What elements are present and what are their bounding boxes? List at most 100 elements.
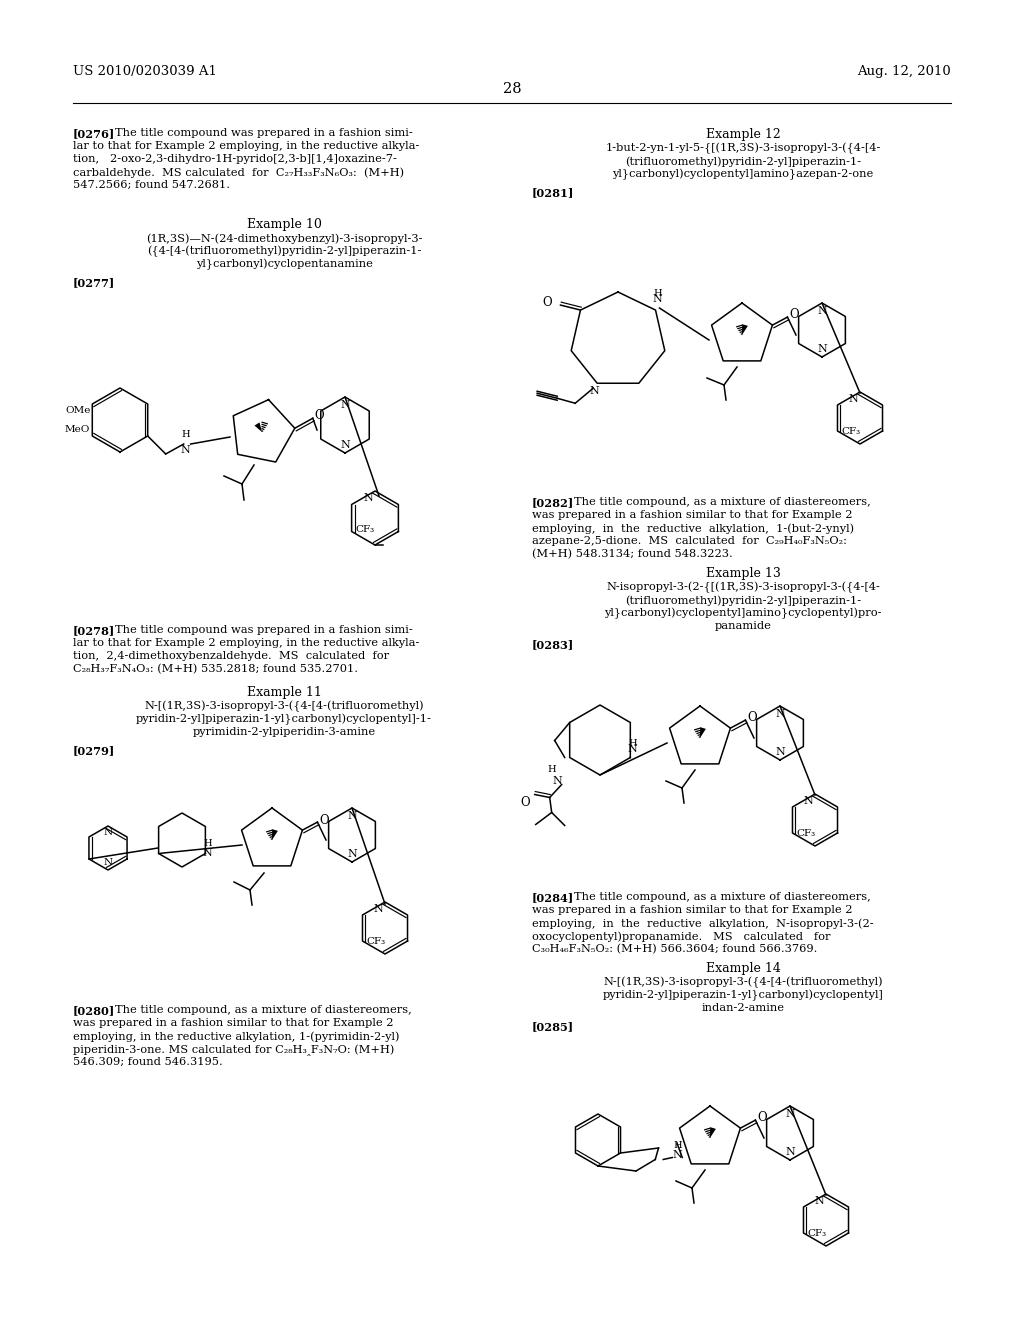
Text: [0280]: [0280]	[73, 1005, 116, 1016]
Polygon shape	[742, 325, 748, 335]
Text: was prepared in a fashion similar to that for Example 2: was prepared in a fashion similar to tha…	[532, 906, 853, 915]
Text: [0277]: [0277]	[73, 277, 116, 288]
Text: O: O	[748, 710, 757, 723]
Text: The title compound was prepared in a fashion simi-: The title compound was prepared in a fas…	[115, 624, 413, 635]
Text: [0283]: [0283]	[532, 639, 574, 649]
Text: OMe: OMe	[65, 407, 90, 414]
Text: pyridin-2-yl]piperazin-1-yl}carbonyl)cyclopentyl]-1-: pyridin-2-yl]piperazin-1-yl}carbonyl)cyc…	[136, 714, 432, 726]
Text: azepane-2,5-dione.  MS  calculated  for  C₂₉H₄₀F₃N₅O₂:: azepane-2,5-dione. MS calculated for C₂₉…	[532, 536, 847, 546]
Text: (1R,3S)—N-(24-dimethoxybenzyl)-3-isopropyl-3-: (1R,3S)—N-(24-dimethoxybenzyl)-3-isoprop…	[145, 234, 422, 244]
Text: lar to that for Example 2 employing, in the reductive alkyla-: lar to that for Example 2 employing, in …	[73, 141, 420, 150]
Text: The title compound, as a mixture of diastereomers,: The title compound, as a mixture of dias…	[115, 1005, 412, 1015]
Text: C₃₀H₄₆F₃N₅O₂: (M+H) 566.3604; found 566.3769.: C₃₀H₄₆F₃N₅O₂: (M+H) 566.3604; found 566.…	[532, 944, 817, 954]
Text: CF₃: CF₃	[808, 1229, 826, 1238]
Text: Example 11: Example 11	[247, 686, 322, 700]
Text: O: O	[520, 796, 529, 809]
Polygon shape	[254, 422, 262, 432]
Text: N: N	[814, 1196, 824, 1206]
Text: oxocyclopentyl)propanamide.   MS   calculated   for: oxocyclopentyl)propanamide. MS calculate…	[532, 931, 830, 941]
Text: H: H	[181, 430, 190, 440]
Text: 1-but-2-yn-1-yl-5-{[(1R,3S)-3-isopropyl-3-({4-[4-: 1-but-2-yn-1-yl-5-{[(1R,3S)-3-isopropyl-…	[605, 143, 881, 154]
Text: O: O	[758, 1110, 767, 1123]
Text: ({4-[4-(trifluoromethyl)pyridin-2-yl]piperazin-1-: ({4-[4-(trifluoromethyl)pyridin-2-yl]pip…	[146, 246, 421, 257]
Text: was prepared in a fashion similar to that for Example 2: was prepared in a fashion similar to tha…	[73, 1018, 393, 1028]
Text: H: H	[628, 738, 637, 747]
Text: tion,   2-oxo-2,3-dihydro-1H-pyrido[2,3-b][1,4]oxazine-7-: tion, 2-oxo-2,3-dihydro-1H-pyrido[2,3-b]…	[73, 154, 397, 164]
Text: Aug. 12, 2010: Aug. 12, 2010	[857, 65, 951, 78]
Text: Example 14: Example 14	[706, 962, 780, 975]
Text: The title compound, as a mixture of diastereomers,: The title compound, as a mixture of dias…	[574, 892, 870, 902]
Text: N: N	[652, 294, 663, 304]
Text: [0279]: [0279]	[73, 744, 116, 756]
Text: 546.309; found 546.3195.: 546.309; found 546.3195.	[73, 1057, 223, 1067]
Text: employing,  in  the  reductive  alkylation,  N-isopropyl-3-(2-: employing, in the reductive alkylation, …	[532, 917, 873, 928]
Text: was prepared in a fashion similar to that for Example 2: was prepared in a fashion similar to tha…	[532, 510, 853, 520]
Text: N: N	[103, 858, 113, 867]
Text: N-[(1R,3S)-3-isopropyl-3-({4-[4-(trifluoromethyl): N-[(1R,3S)-3-isopropyl-3-({4-[4-(trifluo…	[144, 701, 424, 713]
Text: US 2010/0203039 A1: US 2010/0203039 A1	[73, 65, 217, 78]
Text: N: N	[803, 796, 813, 807]
Text: N-isopropyl-3-(2-{[(1R,3S)-3-isopropyl-3-({4-[4-: N-isopropyl-3-(2-{[(1R,3S)-3-isopropyl-3…	[606, 582, 880, 594]
Text: [0281]: [0281]	[532, 187, 574, 198]
Text: N: N	[364, 492, 373, 503]
Text: employing,  in  the  reductive  alkylation,  1-(but-2-ynyl): employing, in the reductive alkylation, …	[532, 523, 854, 533]
Text: N: N	[347, 849, 357, 859]
Text: The title compound, as a mixture of diastereomers,: The title compound, as a mixture of dias…	[574, 498, 870, 507]
Text: yl}carbonyl)cyclopentanamine: yl}carbonyl)cyclopentanamine	[196, 259, 373, 271]
Text: lar to that for Example 2 employing, in the reductive alkyla-: lar to that for Example 2 employing, in …	[73, 638, 420, 648]
Text: CF₃: CF₃	[355, 525, 375, 535]
Text: O: O	[543, 296, 553, 309]
Text: N: N	[340, 400, 350, 411]
Text: O: O	[790, 308, 799, 321]
Text: N: N	[181, 445, 190, 455]
Text: O: O	[314, 409, 325, 422]
Text: N: N	[374, 904, 383, 913]
Text: Example 13: Example 13	[706, 568, 780, 579]
Text: N: N	[785, 1109, 795, 1119]
Text: indan-2-amine: indan-2-amine	[701, 1003, 784, 1012]
Text: yl}carbonyl)cyclopentyl]amino}azepan-2-one: yl}carbonyl)cyclopentyl]amino}azepan-2-o…	[612, 169, 873, 181]
Text: N-[(1R,3S)-3-isopropyl-3-({4-[4-(trifluoromethyl): N-[(1R,3S)-3-isopropyl-3-({4-[4-(trifluo…	[603, 977, 883, 989]
Text: CF₃: CF₃	[367, 936, 386, 945]
Text: [0284]: [0284]	[532, 892, 574, 903]
Text: N: N	[347, 810, 357, 821]
Text: N: N	[785, 1147, 795, 1158]
Text: CF₃: CF₃	[797, 829, 815, 837]
Text: N: N	[589, 387, 599, 396]
Text: N: N	[628, 744, 637, 755]
Text: yl}carbonyl)cyclopentyl]amino}cyclopentyl)pro-: yl}carbonyl)cyclopentyl]amino}cyclopenty…	[604, 609, 882, 619]
Text: The title compound was prepared in a fashion simi-: The title compound was prepared in a fas…	[115, 128, 413, 139]
Text: pyridin-2-yl]piperazin-1-yl}carbonyl)cyclopentyl]: pyridin-2-yl]piperazin-1-yl}carbonyl)cyc…	[602, 990, 884, 1002]
Text: N: N	[673, 1151, 682, 1160]
Text: [0278]: [0278]	[73, 624, 116, 636]
Text: N: N	[817, 345, 826, 354]
Text: CF₃: CF₃	[842, 426, 860, 436]
Text: 547.2566; found 547.2681.: 547.2566; found 547.2681.	[73, 180, 230, 190]
Text: H: H	[653, 289, 662, 298]
Text: employing, in the reductive alkylation, 1-(pyrimidin-2-yl): employing, in the reductive alkylation, …	[73, 1031, 399, 1041]
Text: [0285]: [0285]	[532, 1020, 574, 1032]
Text: N: N	[775, 747, 784, 756]
Text: 28: 28	[503, 82, 521, 96]
Text: (trifluoromethyl)pyridin-2-yl]piperazin-1-: (trifluoromethyl)pyridin-2-yl]piperazin-…	[625, 595, 861, 606]
Text: [0276]: [0276]	[73, 128, 116, 139]
Text: MeO: MeO	[65, 425, 90, 434]
Text: pyrimidin-2-ylpiperidin-3-amine: pyrimidin-2-ylpiperidin-3-amine	[193, 727, 376, 737]
Text: (trifluoromethyl)pyridin-2-yl]piperazin-1-: (trifluoromethyl)pyridin-2-yl]piperazin-…	[625, 156, 861, 166]
Text: O: O	[319, 813, 329, 826]
Text: N: N	[848, 393, 858, 404]
Text: tion,  2,4-dimethoxybenzaldehyde.  MS  calculated  for: tion, 2,4-dimethoxybenzaldehyde. MS calc…	[73, 651, 389, 661]
Text: N: N	[817, 306, 826, 315]
Polygon shape	[710, 1127, 716, 1138]
Text: N: N	[775, 709, 784, 719]
Text: N: N	[340, 440, 350, 450]
Text: Example 10: Example 10	[247, 218, 322, 231]
Text: carbaldehyde.  MS calculated  for  C₂₇H₃₃F₃N₆O₃:  (M+H): carbaldehyde. MS calculated for C₂₇H₃₃F₃…	[73, 168, 404, 178]
Text: Example 12: Example 12	[706, 128, 780, 141]
Polygon shape	[272, 829, 278, 840]
Text: N: N	[553, 776, 562, 785]
Text: H: H	[203, 840, 212, 849]
Polygon shape	[700, 727, 706, 738]
Text: H: H	[548, 766, 556, 775]
Text: H: H	[673, 1140, 682, 1150]
